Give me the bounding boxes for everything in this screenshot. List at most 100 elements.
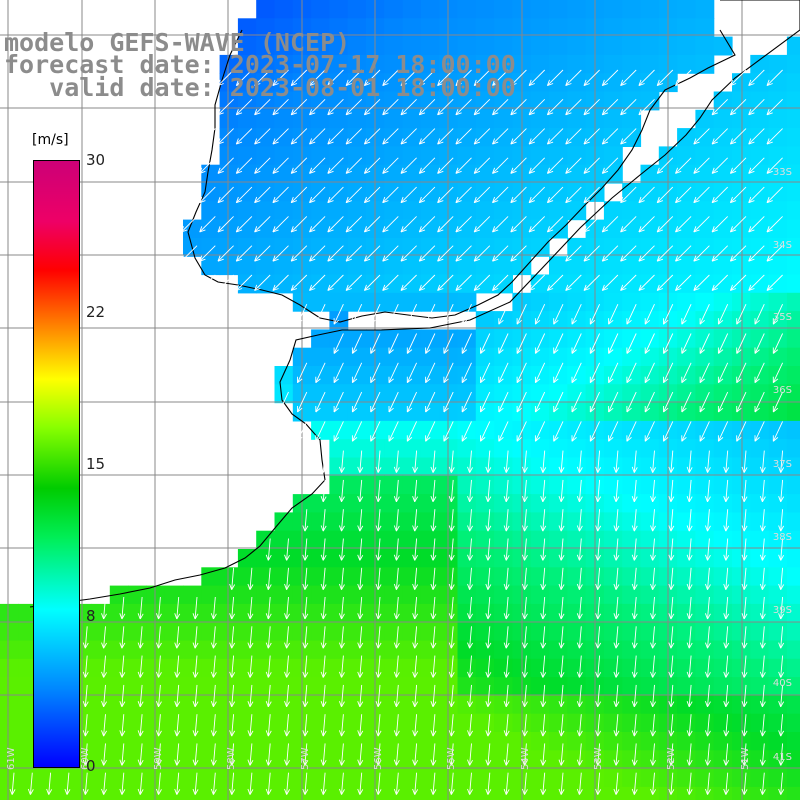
wind-arrow bbox=[778, 772, 785, 795]
wind-cell bbox=[640, 750, 660, 770]
wind-cell bbox=[201, 695, 221, 715]
wind-arrow bbox=[455, 245, 472, 262]
wind-cell bbox=[475, 201, 495, 221]
wind-cell bbox=[713, 439, 733, 459]
wind-cell bbox=[439, 164, 459, 184]
wind-cell bbox=[420, 292, 440, 312]
wind-cell bbox=[347, 640, 367, 660]
wind-cell bbox=[786, 274, 800, 294]
wind-cell bbox=[640, 658, 660, 678]
wind-arrow bbox=[595, 626, 602, 649]
wind-arrow bbox=[388, 362, 399, 384]
wind-arrow bbox=[558, 567, 565, 590]
wind-cell bbox=[384, 732, 404, 751]
wind-cell bbox=[549, 366, 568, 385]
wind-arrow bbox=[315, 304, 326, 325]
wind-arrow bbox=[357, 567, 364, 590]
wind-arrow bbox=[503, 772, 510, 795]
wind-arrow bbox=[393, 479, 400, 503]
wind-cell bbox=[420, 366, 440, 385]
wind-arrow bbox=[272, 69, 289, 87]
wind-cell bbox=[713, 183, 733, 202]
wind-cell bbox=[183, 750, 202, 770]
wind-arrow bbox=[302, 684, 309, 708]
longitude-label: 51W bbox=[740, 747, 751, 770]
wind-arrow bbox=[772, 333, 784, 354]
wind-cell bbox=[0, 786, 19, 800]
wind-arrow bbox=[375, 772, 382, 795]
wind-arrow bbox=[265, 684, 272, 708]
wind-cell bbox=[494, 695, 513, 715]
wind-arrow bbox=[613, 479, 620, 503]
wind-cell bbox=[640, 677, 660, 696]
wind-cell bbox=[439, 146, 459, 166]
wind-cell bbox=[549, 713, 568, 733]
wind-cell bbox=[677, 713, 696, 733]
wind-arrow bbox=[644, 362, 655, 384]
wind-cell bbox=[603, 0, 623, 19]
wind-cell bbox=[384, 237, 404, 257]
wind-arrow bbox=[375, 684, 382, 708]
wind-arrow bbox=[473, 186, 491, 204]
wind-cell bbox=[329, 128, 349, 147]
wind-cell bbox=[311, 768, 330, 788]
wind-cell bbox=[640, 549, 660, 568]
wind-cell bbox=[494, 439, 513, 459]
wind-arrow bbox=[711, 157, 729, 174]
wind-arrow bbox=[723, 567, 730, 590]
wind-cell bbox=[329, 91, 349, 111]
wind-cell bbox=[786, 658, 800, 678]
wind-cell bbox=[549, 732, 568, 751]
wind-arrow bbox=[448, 450, 455, 473]
wind-arrow bbox=[729, 186, 747, 204]
wind-cell bbox=[457, 585, 477, 605]
wind-cell bbox=[128, 603, 147, 623]
wind-arrow bbox=[668, 714, 675, 737]
wind-cell bbox=[347, 658, 367, 678]
wind-arrow bbox=[370, 362, 381, 384]
wind-cell bbox=[439, 384, 459, 404]
wind-arrow bbox=[608, 333, 619, 354]
wind-cell bbox=[567, 91, 587, 111]
wind-cell bbox=[274, 695, 294, 715]
wind-cell bbox=[494, 402, 513, 422]
wind-arrow bbox=[467, 479, 473, 503]
wind-cell bbox=[347, 567, 367, 587]
wind-cell bbox=[91, 622, 111, 642]
wind-cell bbox=[768, 164, 788, 184]
wind-cell bbox=[732, 713, 751, 733]
wind-cell bbox=[494, 36, 513, 56]
wind-arrow bbox=[778, 509, 785, 532]
wind-cell bbox=[622, 713, 642, 733]
wind-arrow bbox=[595, 714, 602, 737]
latitude-label: 39S bbox=[773, 605, 792, 616]
wind-cell bbox=[402, 292, 422, 312]
wind-arrow bbox=[565, 186, 582, 204]
wind-cell bbox=[256, 622, 276, 642]
wind-arrow bbox=[345, 274, 363, 291]
wind-cell bbox=[695, 329, 715, 349]
wind-cell bbox=[347, 164, 367, 184]
wind-arrow bbox=[558, 479, 565, 503]
wind-cell bbox=[695, 183, 715, 202]
wind-arrow bbox=[595, 596, 602, 620]
wind-cell bbox=[183, 695, 202, 715]
wind-arrow bbox=[759, 684, 766, 708]
wind-cell bbox=[420, 768, 440, 788]
wind-arrow bbox=[613, 538, 620, 561]
wind-cell bbox=[677, 439, 696, 459]
wind-cell bbox=[311, 219, 330, 239]
wind-arrow bbox=[302, 538, 309, 561]
wind-cell bbox=[713, 640, 733, 660]
wind-cell bbox=[347, 439, 367, 459]
wind-cell bbox=[549, 750, 568, 770]
wind-arrow bbox=[180, 216, 198, 233]
wind-cell bbox=[603, 530, 623, 550]
wind-arrow bbox=[595, 772, 602, 795]
wind-cell bbox=[750, 786, 770, 800]
wind-arrow bbox=[748, 98, 765, 116]
wind-arrow bbox=[711, 216, 729, 233]
wind-arrow bbox=[741, 450, 748, 473]
wind-cell bbox=[732, 109, 751, 129]
wind-cell bbox=[311, 237, 330, 257]
